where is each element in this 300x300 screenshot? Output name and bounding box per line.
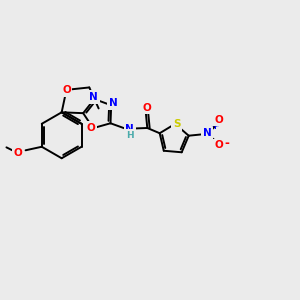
Text: N: N (109, 98, 118, 108)
Text: +: + (211, 121, 220, 131)
Text: N: N (89, 92, 98, 102)
Text: O: O (87, 123, 95, 133)
Text: O: O (215, 140, 224, 150)
Text: O: O (62, 85, 71, 95)
Text: N: N (125, 124, 134, 134)
Text: S: S (173, 119, 181, 129)
Text: O: O (214, 115, 223, 124)
Text: O: O (142, 103, 152, 113)
Text: N: N (203, 128, 212, 138)
Text: O: O (14, 148, 22, 158)
Text: -: - (224, 137, 229, 151)
Text: H: H (126, 130, 134, 140)
